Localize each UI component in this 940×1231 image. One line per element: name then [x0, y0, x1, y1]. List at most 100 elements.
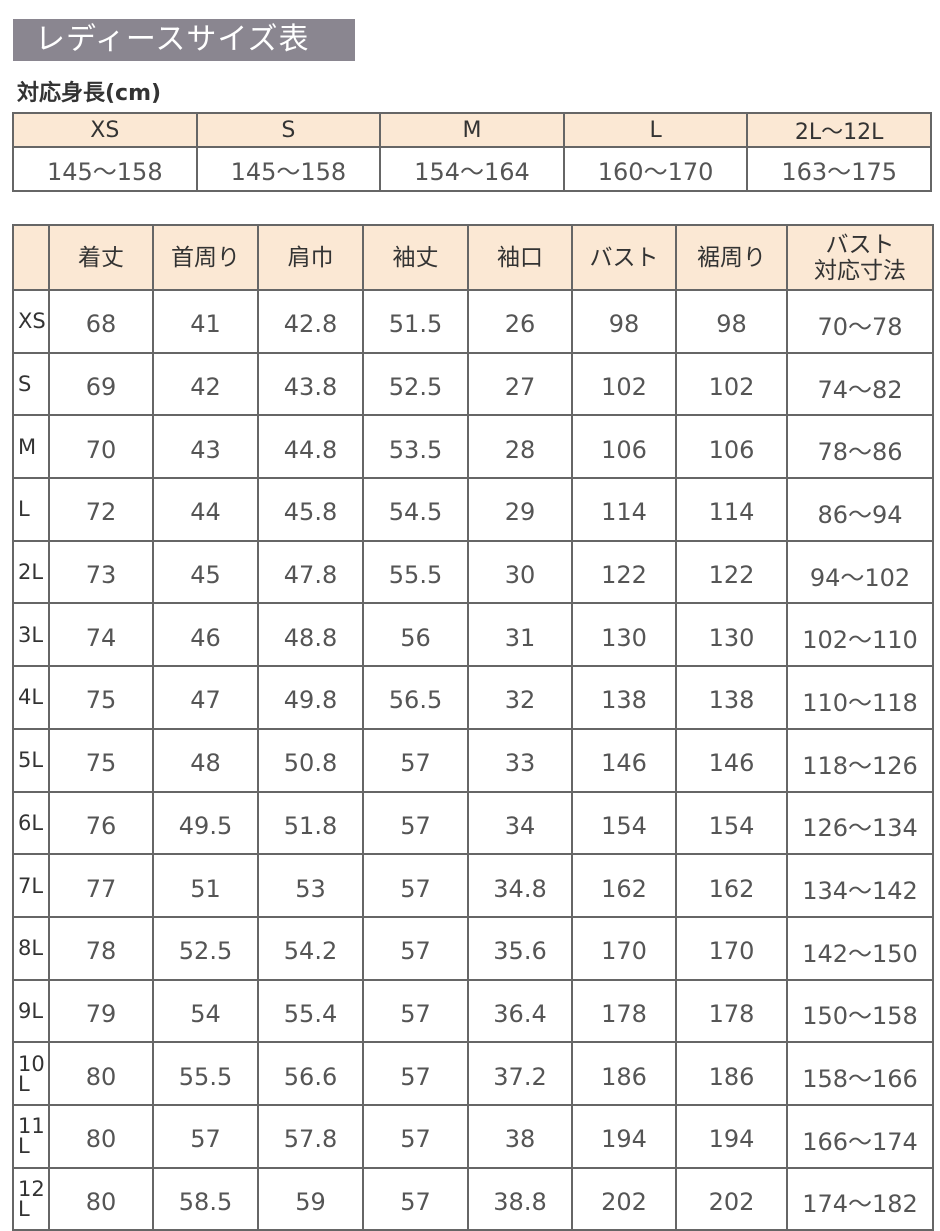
cell-value: 73 — [48, 539, 154, 605]
size-label: 5L — [12, 727, 50, 793]
cell-value: 70〜78 — [786, 289, 934, 354]
table-row: 3L 74 46 48.8 56 31 130 130 102〜110 — [12, 602, 934, 668]
cell-value: 122 — [675, 539, 788, 605]
size-label: XS — [12, 289, 50, 354]
cell-value: 44.8 — [257, 414, 364, 480]
cell-value: 102 — [675, 351, 788, 417]
cell-value: 57 — [362, 1041, 469, 1106]
cell-value: 78〜86 — [786, 414, 934, 480]
cell-value: 80 — [48, 1166, 154, 1231]
cell-value: 29 — [467, 477, 573, 542]
cell-value: 34.8 — [467, 853, 573, 918]
cell-value: 44 — [152, 477, 259, 542]
table-row: XS 68 41 42.8 51.5 26 98 98 70〜78 — [12, 289, 934, 354]
size-header: 2L〜12L — [746, 112, 932, 148]
cell-value: 51.5 — [362, 289, 469, 354]
height-range: 145〜158 — [12, 146, 198, 192]
cell-value: 114 — [675, 477, 788, 542]
table-row: 8L 78 52.5 54.2 57 35.6 170 170 142〜150 — [12, 915, 934, 981]
cell-value: 27 — [467, 351, 573, 417]
cell-value: 78 — [48, 915, 154, 981]
cell-value: 54.2 — [257, 915, 364, 981]
cell-value: 54 — [152, 978, 259, 1044]
cell-value: 56 — [362, 602, 469, 668]
cell-value: 51.8 — [257, 790, 364, 856]
cell-value: 45 — [152, 539, 259, 605]
cell-value: 138 — [571, 665, 677, 730]
cell-value: 130 — [675, 602, 788, 668]
cell-value: 75 — [48, 727, 154, 793]
size-label: 12L — [12, 1166, 50, 1231]
size-label: 4L — [12, 665, 50, 730]
height-table: XS S M L 2L〜12L 145〜158 145〜158 154〜164 160〜170… — [12, 112, 932, 192]
cell-value: 26 — [467, 289, 573, 354]
cell-value: 55.4 — [257, 978, 364, 1044]
cell-value: 57.8 — [257, 1103, 364, 1169]
cell-value: 154 — [675, 790, 788, 856]
cell-value: 33 — [467, 727, 573, 793]
size-label: M — [12, 414, 50, 480]
size-table: 着丈 首周り 肩巾 袖丈 袖口 バスト 裾周り バスト 対応寸法 XS 68 41 42.8 51.5… — [12, 224, 934, 1231]
cell-value: 28 — [467, 414, 573, 480]
cell-value: 102〜110 — [786, 602, 934, 668]
cell-value: 98 — [675, 289, 788, 354]
cell-value: 98 — [571, 289, 677, 354]
cell-value: 77 — [48, 853, 154, 918]
cell-value: 47 — [152, 665, 259, 730]
size-header: M — [379, 112, 565, 148]
column-header: 袖口 — [467, 224, 573, 291]
cell-value: 74〜82 — [786, 351, 934, 417]
cell-value: 102 — [571, 351, 677, 417]
column-header: バスト 対応寸法 — [786, 224, 934, 291]
height-range: 154〜164 — [379, 146, 565, 192]
cell-value: 80 — [48, 1041, 154, 1106]
cell-value: 74 — [48, 602, 154, 668]
cell-value: 54.5 — [362, 477, 469, 542]
column-header: 袖丈 — [362, 224, 469, 291]
size-label: L — [12, 477, 50, 542]
cell-value: 57 — [362, 978, 469, 1044]
table-row: 10L 80 55.5 56.6 57 37.2 186 186 158〜166 — [12, 1041, 934, 1106]
cell-value: 170 — [571, 915, 677, 981]
cell-value: 80 — [48, 1103, 154, 1169]
table-row: 4L 75 47 49.8 56.5 32 138 138 110〜118 — [12, 665, 934, 730]
cell-value: 50.8 — [257, 727, 364, 793]
cell-value: 59 — [257, 1166, 364, 1231]
cell-value: 162 — [571, 853, 677, 918]
cell-value: 48 — [152, 727, 259, 793]
cell-value: 35.6 — [467, 915, 573, 981]
cell-value: 49.8 — [257, 665, 364, 730]
cell-value: 42.8 — [257, 289, 364, 354]
column-header: 着丈 — [48, 224, 154, 291]
cell-value: 79 — [48, 978, 154, 1044]
cell-value: 134〜142 — [786, 853, 934, 918]
cell-value: 178 — [675, 978, 788, 1044]
cell-value: 41 — [152, 289, 259, 354]
cell-value: 146 — [675, 727, 788, 793]
size-label: 10L — [12, 1041, 50, 1106]
table-row: 6L 76 49.5 51.8 57 34 154 154 126〜134 — [12, 790, 934, 856]
table-row: S 69 42 43.8 52.5 27 102 102 74〜82 — [12, 351, 934, 417]
height-range: 163〜175 — [746, 146, 932, 192]
cell-value: 43 — [152, 414, 259, 480]
cell-value: 31 — [467, 602, 573, 668]
cell-value: 38 — [467, 1103, 573, 1169]
cell-value: 158〜166 — [786, 1041, 934, 1106]
table-row: L 72 44 45.8 54.5 29 114 114 86〜94 — [12, 477, 934, 542]
cell-value: 146 — [571, 727, 677, 793]
cell-value: 30 — [467, 539, 573, 605]
cell-value: 51 — [152, 853, 259, 918]
cell-value: 94〜102 — [786, 539, 934, 605]
height-range: 160〜170 — [562, 146, 749, 192]
cell-value: 36.4 — [467, 978, 573, 1044]
table-row: 5L 75 48 50.8 57 33 146 146 118〜126 — [12, 727, 934, 793]
cell-value: 75 — [48, 665, 154, 730]
column-header: 肩巾 — [257, 224, 364, 291]
cell-value: 53.5 — [362, 414, 469, 480]
cell-value: 52.5 — [362, 351, 469, 417]
size-label: 7L — [12, 853, 50, 918]
cell-value: 42 — [152, 351, 259, 417]
cell-value: 178 — [571, 978, 677, 1044]
cell-value: 57 — [362, 1166, 469, 1231]
cell-value: 194 — [571, 1103, 677, 1169]
